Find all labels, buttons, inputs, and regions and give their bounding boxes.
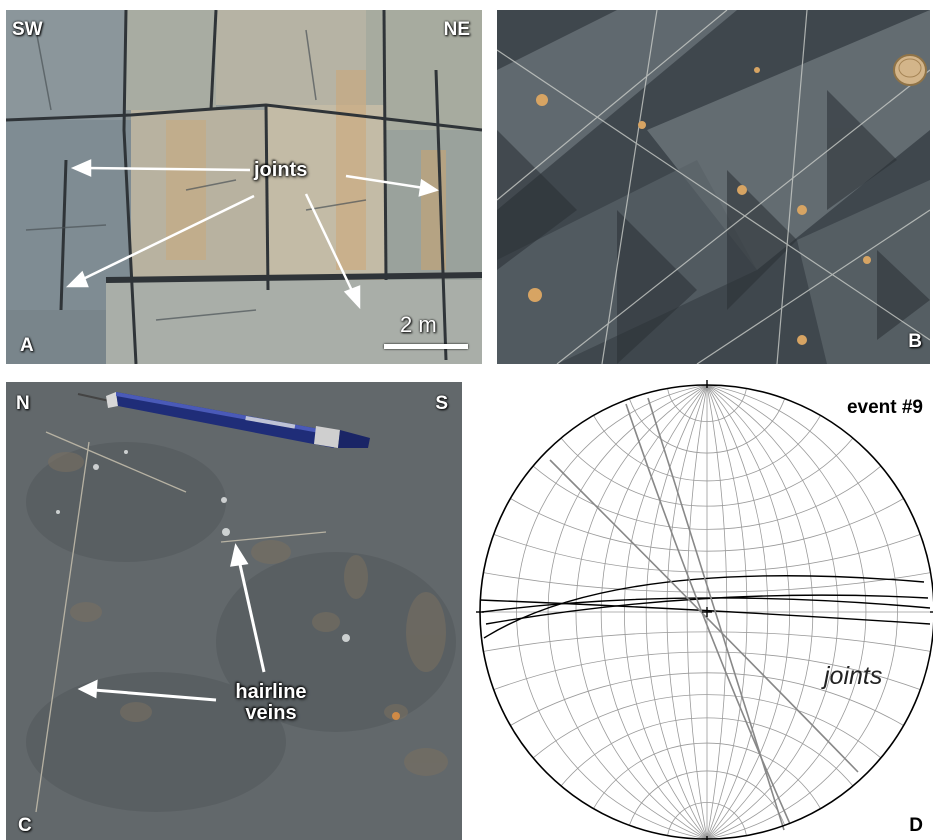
joint-great-circle xyxy=(549,459,859,773)
vein-arrows xyxy=(77,543,266,702)
joints-callout: joints xyxy=(254,159,308,181)
panel-letter-a: A xyxy=(20,335,34,356)
panel-letter-c: C xyxy=(18,815,32,836)
orientation-label-n: N xyxy=(16,393,30,414)
joints-label: joints xyxy=(824,662,883,690)
pen-scale-object xyxy=(77,392,370,448)
stereonet-ticks xyxy=(476,380,933,840)
panel-letter-d: D xyxy=(909,815,923,836)
orientation-label-s: S xyxy=(435,393,448,414)
panel-a-outcrop-photo: SW NE joints 2 m A xyxy=(6,10,482,364)
joint-great-circle xyxy=(485,594,929,625)
net-parallel xyxy=(483,572,931,593)
scale-bar-label: 2 m xyxy=(400,312,437,337)
panel-c-vein-photo: N S hairline veins C xyxy=(6,382,462,840)
net-parallel xyxy=(483,631,931,652)
net-parallel xyxy=(667,388,747,422)
joint-great-circle xyxy=(647,397,785,831)
bedding-surface-photo xyxy=(497,10,930,364)
joint-great-circles xyxy=(479,397,931,831)
outcrop-photo xyxy=(6,10,482,364)
net-parallel xyxy=(493,651,921,691)
net-parallel xyxy=(593,742,821,809)
stereonet-title: event #9 xyxy=(846,397,923,418)
net-parallel xyxy=(560,717,854,787)
net-parallel xyxy=(510,672,904,726)
stereonet-grid xyxy=(480,384,933,840)
panel-b-bedding-surface-photo: B xyxy=(497,10,930,364)
net-parallel xyxy=(628,770,786,826)
orientation-label-ne: NE xyxy=(443,19,470,40)
panel-letter-b: B xyxy=(908,331,922,352)
net-parallel xyxy=(628,398,786,454)
orientation-label-sw: SW xyxy=(12,19,43,40)
net-parallel xyxy=(532,465,882,530)
joint-arrows xyxy=(65,159,439,310)
net-parallel xyxy=(593,415,821,482)
joint-great-circle xyxy=(483,575,925,639)
callout-line-2: veins xyxy=(245,702,297,724)
net-parallel xyxy=(667,802,747,836)
panel-d-stereonet: event #9 joints D xyxy=(466,376,933,840)
joint-great-circle xyxy=(479,599,931,625)
stereonet-plot xyxy=(476,380,933,840)
vein-surface-photo xyxy=(6,382,462,840)
scale-bar xyxy=(384,344,468,349)
net-parallel xyxy=(493,533,921,573)
net-parallel xyxy=(560,437,854,507)
net-parallel xyxy=(532,694,882,759)
net-parallel xyxy=(510,498,904,552)
hairline-veins-callout: hairline veins xyxy=(216,682,326,724)
callout-line-1: hairline xyxy=(235,681,307,703)
